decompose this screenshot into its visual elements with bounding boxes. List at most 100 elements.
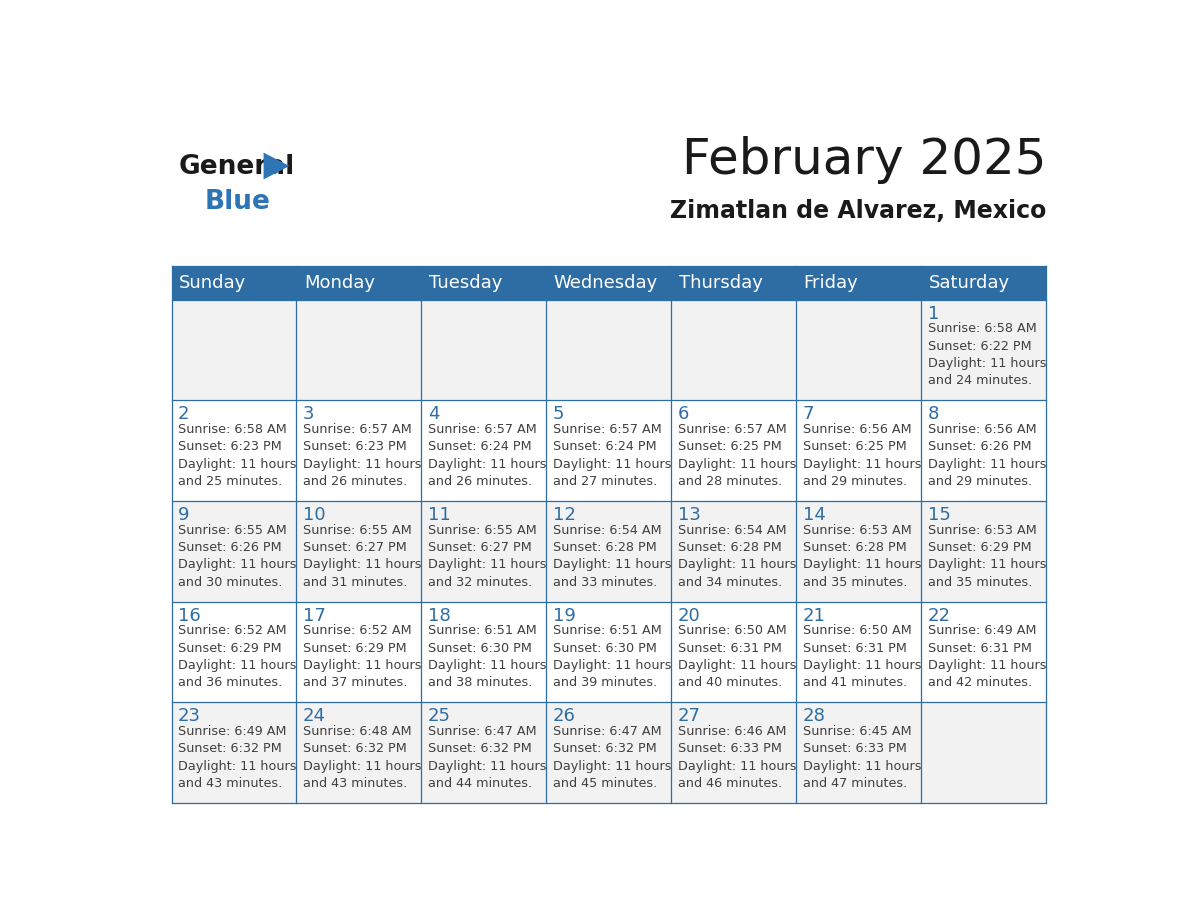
Text: Daylight: 11 hours: Daylight: 11 hours bbox=[678, 659, 796, 672]
FancyBboxPatch shape bbox=[297, 299, 422, 400]
Text: 7: 7 bbox=[803, 405, 814, 423]
Text: Daylight: 11 hours: Daylight: 11 hours bbox=[178, 558, 297, 571]
Text: and 45 minutes.: and 45 minutes. bbox=[552, 777, 657, 789]
Text: 22: 22 bbox=[928, 607, 950, 624]
Text: Sunrise: 6:52 AM: Sunrise: 6:52 AM bbox=[178, 624, 286, 637]
Text: Daylight: 11 hours: Daylight: 11 hours bbox=[428, 457, 546, 471]
FancyBboxPatch shape bbox=[546, 400, 671, 501]
Text: and 39 minutes.: and 39 minutes. bbox=[552, 677, 657, 689]
Text: 12: 12 bbox=[552, 506, 576, 524]
Text: and 35 minutes.: and 35 minutes. bbox=[803, 576, 908, 588]
Text: and 37 minutes.: and 37 minutes. bbox=[303, 677, 407, 689]
Text: Sunset: 6:23 PM: Sunset: 6:23 PM bbox=[178, 441, 282, 453]
FancyBboxPatch shape bbox=[422, 299, 546, 400]
FancyBboxPatch shape bbox=[921, 501, 1047, 601]
FancyBboxPatch shape bbox=[796, 299, 921, 400]
Text: Sunrise: 6:49 AM: Sunrise: 6:49 AM bbox=[178, 725, 286, 738]
Text: Daylight: 11 hours: Daylight: 11 hours bbox=[178, 457, 297, 471]
FancyBboxPatch shape bbox=[796, 501, 921, 601]
Text: Daylight: 11 hours: Daylight: 11 hours bbox=[928, 357, 1047, 370]
Text: and 44 minutes.: and 44 minutes. bbox=[428, 777, 532, 789]
Text: Blue: Blue bbox=[204, 189, 271, 215]
Text: and 26 minutes.: and 26 minutes. bbox=[428, 475, 532, 488]
Text: Daylight: 11 hours: Daylight: 11 hours bbox=[552, 558, 671, 571]
Text: 28: 28 bbox=[803, 707, 826, 725]
Text: Sunset: 6:24 PM: Sunset: 6:24 PM bbox=[552, 441, 657, 453]
Text: 24: 24 bbox=[303, 707, 326, 725]
Text: Wednesday: Wednesday bbox=[554, 274, 658, 292]
FancyBboxPatch shape bbox=[422, 400, 546, 501]
Text: Daylight: 11 hours: Daylight: 11 hours bbox=[303, 659, 422, 672]
Text: Tuesday: Tuesday bbox=[429, 274, 503, 292]
FancyBboxPatch shape bbox=[171, 400, 297, 501]
Text: 6: 6 bbox=[678, 405, 689, 423]
Text: Daylight: 11 hours: Daylight: 11 hours bbox=[928, 457, 1047, 471]
Text: Daylight: 11 hours: Daylight: 11 hours bbox=[428, 659, 546, 672]
FancyBboxPatch shape bbox=[546, 501, 671, 601]
Text: and 34 minutes.: and 34 minutes. bbox=[678, 576, 782, 588]
Text: and 36 minutes.: and 36 minutes. bbox=[178, 677, 283, 689]
FancyBboxPatch shape bbox=[546, 702, 671, 803]
FancyBboxPatch shape bbox=[671, 702, 796, 803]
Text: Sunrise: 6:52 AM: Sunrise: 6:52 AM bbox=[303, 624, 411, 637]
Text: Sunset: 6:28 PM: Sunset: 6:28 PM bbox=[552, 541, 657, 554]
Text: Daylight: 11 hours: Daylight: 11 hours bbox=[678, 457, 796, 471]
FancyBboxPatch shape bbox=[921, 400, 1047, 501]
FancyBboxPatch shape bbox=[671, 601, 796, 702]
Text: Thursday: Thursday bbox=[678, 274, 763, 292]
Text: Sunset: 6:31 PM: Sunset: 6:31 PM bbox=[928, 642, 1031, 655]
Text: Sunset: 6:29 PM: Sunset: 6:29 PM bbox=[928, 541, 1031, 554]
Text: 27: 27 bbox=[678, 707, 701, 725]
Text: Sunset: 6:23 PM: Sunset: 6:23 PM bbox=[303, 441, 406, 453]
Text: Sunrise: 6:47 AM: Sunrise: 6:47 AM bbox=[552, 725, 662, 738]
Polygon shape bbox=[264, 152, 290, 179]
Text: and 43 minutes.: and 43 minutes. bbox=[178, 777, 283, 789]
Text: Sunrise: 6:57 AM: Sunrise: 6:57 AM bbox=[428, 423, 537, 436]
Text: Daylight: 11 hours: Daylight: 11 hours bbox=[303, 457, 422, 471]
Text: and 28 minutes.: and 28 minutes. bbox=[678, 475, 782, 488]
Text: 18: 18 bbox=[428, 607, 450, 624]
Text: Sunrise: 6:53 AM: Sunrise: 6:53 AM bbox=[803, 523, 911, 536]
Text: Daylight: 11 hours: Daylight: 11 hours bbox=[928, 659, 1047, 672]
Text: and 35 minutes.: and 35 minutes. bbox=[928, 576, 1032, 588]
Text: Sunset: 6:24 PM: Sunset: 6:24 PM bbox=[428, 441, 531, 453]
Text: 14: 14 bbox=[803, 506, 826, 524]
Text: Sunset: 6:27 PM: Sunset: 6:27 PM bbox=[428, 541, 531, 554]
Text: Daylight: 11 hours: Daylight: 11 hours bbox=[178, 759, 297, 773]
Text: Sunrise: 6:58 AM: Sunrise: 6:58 AM bbox=[928, 322, 1036, 335]
Text: Saturday: Saturday bbox=[929, 274, 1010, 292]
Text: Daylight: 11 hours: Daylight: 11 hours bbox=[803, 659, 921, 672]
FancyBboxPatch shape bbox=[171, 501, 297, 601]
Text: 4: 4 bbox=[428, 405, 440, 423]
FancyBboxPatch shape bbox=[171, 299, 297, 400]
Text: Sunrise: 6:51 AM: Sunrise: 6:51 AM bbox=[552, 624, 662, 637]
FancyBboxPatch shape bbox=[921, 702, 1047, 803]
Text: Sunrise: 6:55 AM: Sunrise: 6:55 AM bbox=[178, 523, 286, 536]
Text: Daylight: 11 hours: Daylight: 11 hours bbox=[552, 457, 671, 471]
Text: Sunrise: 6:50 AM: Sunrise: 6:50 AM bbox=[803, 624, 911, 637]
Text: Monday: Monday bbox=[304, 274, 375, 292]
Text: 20: 20 bbox=[678, 607, 701, 624]
Text: Sunrise: 6:57 AM: Sunrise: 6:57 AM bbox=[678, 423, 786, 436]
Text: Sunrise: 6:57 AM: Sunrise: 6:57 AM bbox=[303, 423, 412, 436]
Text: and 40 minutes.: and 40 minutes. bbox=[678, 677, 782, 689]
Text: Daylight: 11 hours: Daylight: 11 hours bbox=[803, 558, 921, 571]
FancyBboxPatch shape bbox=[546, 601, 671, 702]
Text: 15: 15 bbox=[928, 506, 950, 524]
FancyBboxPatch shape bbox=[171, 702, 297, 803]
Text: Daylight: 11 hours: Daylight: 11 hours bbox=[803, 457, 921, 471]
Text: and 31 minutes.: and 31 minutes. bbox=[303, 576, 407, 588]
FancyBboxPatch shape bbox=[796, 601, 921, 702]
Text: and 42 minutes.: and 42 minutes. bbox=[928, 677, 1032, 689]
Text: Daylight: 11 hours: Daylight: 11 hours bbox=[428, 759, 546, 773]
Text: Sunrise: 6:45 AM: Sunrise: 6:45 AM bbox=[803, 725, 911, 738]
FancyBboxPatch shape bbox=[671, 501, 796, 601]
Text: Sunset: 6:31 PM: Sunset: 6:31 PM bbox=[803, 642, 906, 655]
Text: and 27 minutes.: and 27 minutes. bbox=[552, 475, 657, 488]
Text: and 43 minutes.: and 43 minutes. bbox=[303, 777, 407, 789]
Text: Sunrise: 6:49 AM: Sunrise: 6:49 AM bbox=[928, 624, 1036, 637]
Text: Sunset: 6:32 PM: Sunset: 6:32 PM bbox=[428, 742, 531, 756]
Text: Sunrise: 6:54 AM: Sunrise: 6:54 AM bbox=[678, 523, 786, 536]
Text: 19: 19 bbox=[552, 607, 576, 624]
Text: Sunset: 6:28 PM: Sunset: 6:28 PM bbox=[678, 541, 782, 554]
